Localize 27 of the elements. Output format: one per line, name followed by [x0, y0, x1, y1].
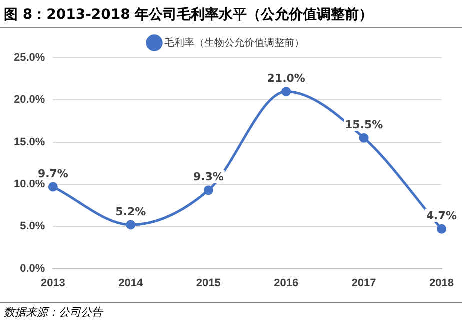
data-label: 9.3% — [193, 170, 224, 184]
source-note: 数据来源：公司公告 — [0, 302, 462, 322]
data-label: 4.7% — [426, 210, 458, 223]
y-tick-label: 10.0% — [14, 178, 46, 191]
data-label: 9.7% — [38, 167, 68, 180]
y-tick-label: 20.0% — [14, 94, 46, 106]
x-tick-label: 2013 — [40, 277, 66, 290]
point — [282, 86, 292, 96]
data-label: 15.5% — [344, 118, 384, 132]
y-tick-label: 0.0% — [20, 262, 46, 275]
x-tick-label: 2016 — [274, 277, 299, 290]
point — [204, 186, 214, 196]
data-label: 5.2% — [116, 205, 146, 218]
point — [48, 182, 58, 192]
x-tick-label: 2015 — [196, 277, 221, 290]
point — [126, 220, 136, 230]
point — [359, 133, 369, 143]
x-tick-label: 2017 — [352, 277, 376, 290]
chart-title: 图 8：2013-2018 年公司毛利率水平（公允价值调整前） — [0, 0, 462, 28]
y-tick-label: 15.0% — [14, 136, 46, 148]
y-tick-label: 25.0% — [14, 52, 46, 64]
x-tick-label: 2018 — [430, 277, 454, 290]
point — [437, 224, 447, 234]
data-label: 21.0% — [267, 72, 306, 86]
y-tick-label: 5.0% — [20, 220, 46, 233]
x-tick-label: 2014 — [118, 277, 144, 290]
legend-label: 毛利率（生物公允价值调整前） — [164, 36, 304, 49]
